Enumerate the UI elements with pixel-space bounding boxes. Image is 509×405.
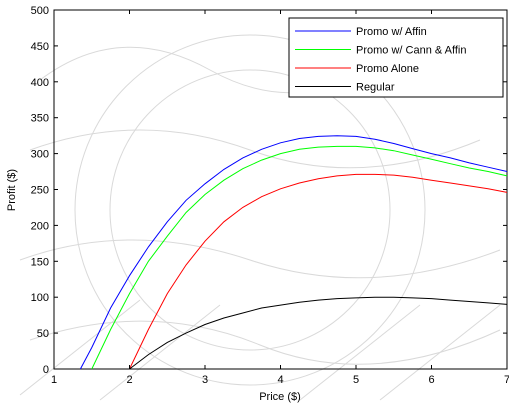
legend-label-promo-w-affin: Promo w/ Affin — [356, 26, 427, 38]
x-axis: 1 2 3 4 5 6 7 — [51, 10, 509, 386]
y-tick-label: 450 — [31, 41, 49, 53]
x-axis-label: Price ($) — [259, 391, 301, 403]
legend: Promo w/ Affin Promo w/ Cann & Affin Promo… — [288, 17, 504, 98]
y-tick-label: 50 — [37, 328, 49, 340]
x-tick-label: 1 — [51, 374, 57, 386]
x-tick-label: 5 — [353, 374, 359, 386]
series-line-regular — [129, 296, 508, 370]
series-line-promo-w-affin — [79, 135, 508, 370]
y-axis: 0 50 100 150 200 250 300 350 400 450 500 — [31, 5, 507, 376]
y-tick-label: 0 — [43, 364, 49, 376]
series-layer — [79, 135, 508, 370]
legend-label-promo-w-cann-affin: Promo w/ Cann & Affin — [356, 45, 466, 57]
y-tick-label: 300 — [31, 149, 49, 161]
x-tick-label: 6 — [428, 374, 434, 386]
legend-label-regular: Regular — [356, 82, 395, 94]
x-tick-label: 3 — [202, 374, 208, 386]
legend-label-promo-alone: Promo Alone — [356, 63, 419, 75]
y-tick-label: 500 — [31, 5, 49, 17]
y-tick-label: 250 — [31, 185, 49, 197]
series-line-promo-w-cann-affin — [91, 145, 508, 370]
y-tick-label: 400 — [31, 77, 49, 89]
y-tick-label: 350 — [31, 113, 49, 125]
y-tick-label: 100 — [31, 292, 49, 304]
y-axis-label: Profit ($) — [6, 169, 18, 211]
y-tick-label: 200 — [31, 220, 49, 232]
series-line-promo-alone — [129, 173, 508, 370]
x-tick-label: 7 — [504, 374, 509, 386]
y-tick-label: 150 — [31, 256, 49, 268]
x-tick-label: 4 — [277, 374, 283, 386]
x-tick-label: 2 — [126, 374, 132, 386]
